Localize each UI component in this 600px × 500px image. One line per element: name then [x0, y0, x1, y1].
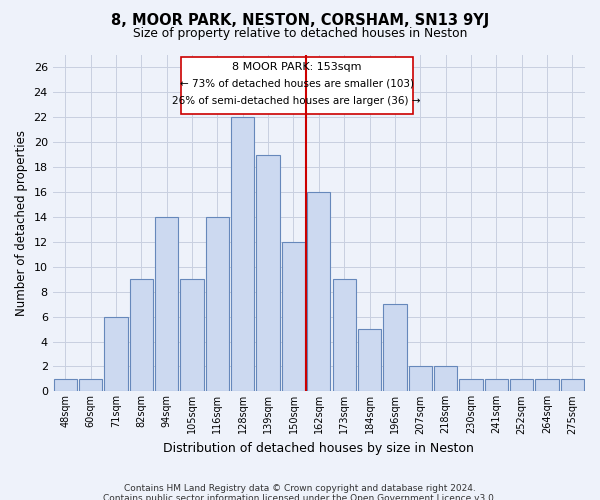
Bar [434, 366, 457, 392]
Bar [332, 280, 356, 392]
Bar [130, 280, 153, 392]
Text: 8 MOOR PARK: 153sqm: 8 MOOR PARK: 153sqm [232, 62, 361, 72]
Bar [231, 118, 254, 392]
Text: Contains public sector information licensed under the Open Government Licence v3: Contains public sector information licen… [103, 494, 497, 500]
Text: Size of property relative to detached houses in Neston: Size of property relative to detached ho… [133, 28, 467, 40]
Text: ← 73% of detached houses are smaller (103): ← 73% of detached houses are smaller (10… [179, 78, 413, 88]
Bar [485, 379, 508, 392]
Bar [181, 280, 204, 392]
Bar [256, 154, 280, 392]
Bar [307, 192, 331, 392]
Bar [104, 316, 128, 392]
Text: 26% of semi-detached houses are larger (36) →: 26% of semi-detached houses are larger (… [172, 96, 421, 106]
Y-axis label: Number of detached properties: Number of detached properties [15, 130, 28, 316]
Bar [535, 379, 559, 392]
Bar [53, 379, 77, 392]
Bar [155, 217, 178, 392]
Text: 8, MOOR PARK, NESTON, CORSHAM, SN13 9YJ: 8, MOOR PARK, NESTON, CORSHAM, SN13 9YJ [111, 12, 489, 28]
Bar [409, 366, 432, 392]
Bar [358, 329, 381, 392]
Bar [206, 217, 229, 392]
FancyBboxPatch shape [181, 58, 413, 114]
Bar [459, 379, 482, 392]
Bar [560, 379, 584, 392]
Text: Contains HM Land Registry data © Crown copyright and database right 2024.: Contains HM Land Registry data © Crown c… [124, 484, 476, 493]
Bar [383, 304, 407, 392]
Bar [510, 379, 533, 392]
Bar [79, 379, 103, 392]
Bar [282, 242, 305, 392]
X-axis label: Distribution of detached houses by size in Neston: Distribution of detached houses by size … [163, 442, 474, 455]
